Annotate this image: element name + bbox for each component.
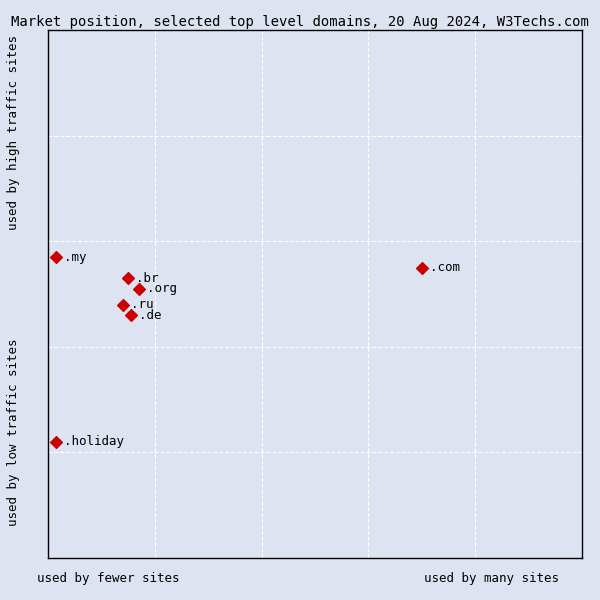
Point — [417, 263, 427, 272]
Text: .my: .my — [64, 251, 86, 263]
Point — [124, 274, 133, 283]
Text: .de: .de — [139, 308, 161, 322]
Point — [134, 284, 143, 293]
Point — [118, 300, 128, 310]
Text: Market position, selected top level domains, 20 Aug 2024, W3Techs.com: Market position, selected top level doma… — [11, 15, 589, 29]
Text: .com: .com — [430, 261, 460, 274]
Point — [126, 310, 136, 320]
Text: used by many sites: used by many sites — [424, 572, 560, 585]
Point — [51, 252, 61, 262]
Text: used by high traffic sites: used by high traffic sites — [7, 34, 20, 229]
Text: .org: .org — [147, 282, 177, 295]
Text: used by low traffic sites: used by low traffic sites — [7, 338, 20, 526]
Text: .ru: .ru — [131, 298, 153, 311]
Text: .br: .br — [136, 272, 158, 284]
Text: .holiday: .holiday — [64, 436, 124, 448]
Text: used by fewer sites: used by fewer sites — [37, 572, 179, 585]
Point — [51, 437, 61, 446]
